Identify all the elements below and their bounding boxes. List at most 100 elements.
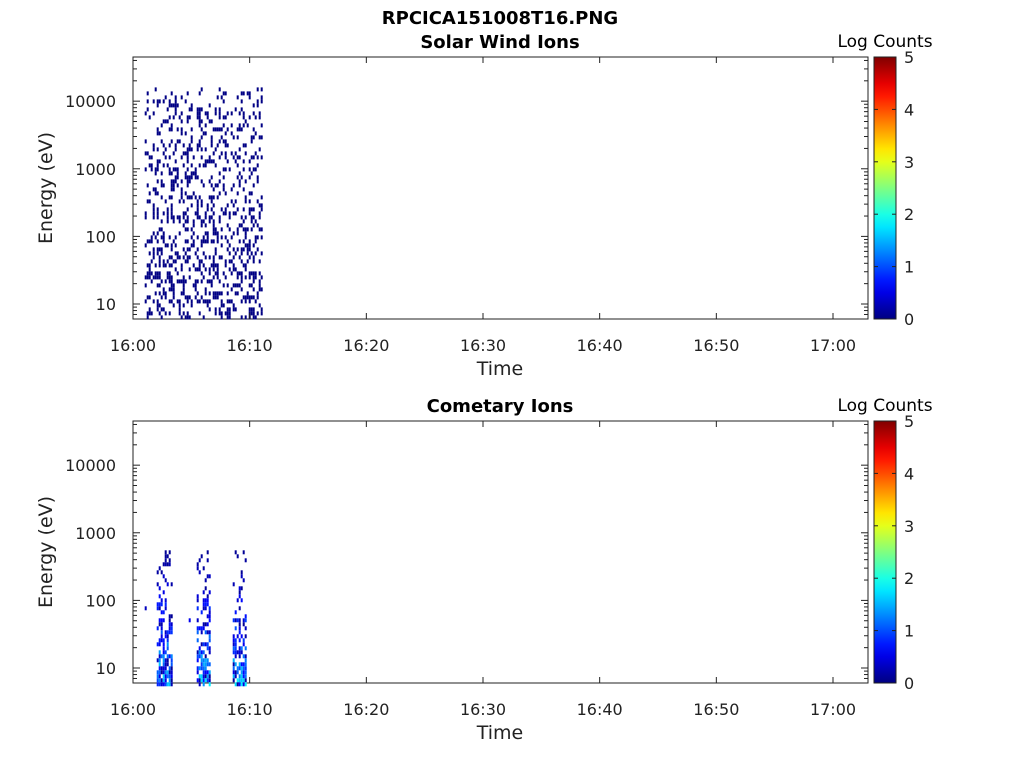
solar-wind-heatmap-cell [208, 255, 211, 260]
cometary-heatmap-cell [204, 670, 207, 675]
cometary-heatmap-cell [204, 586, 207, 591]
solar-wind-heatmap-cell [148, 267, 151, 272]
solar-wind-heatmap-cell [220, 227, 223, 232]
cometary-heatmap-cell [166, 630, 169, 635]
cometary-heatmap-cell [156, 670, 159, 675]
cometary-heatmap-cell [202, 598, 205, 603]
solar-wind-xtick-label: 17:00 [810, 336, 856, 355]
cometary-heatmap-cell [238, 622, 241, 627]
solar-wind-heatmap-cell [202, 163, 205, 168]
cometary-heatmap-cell [168, 666, 171, 671]
solar-wind-heatmap-cell [258, 303, 261, 308]
solar-wind-heatmap-cell [170, 275, 173, 280]
cometary-heatmap-cell [198, 570, 201, 575]
solar-wind-heatmap-cell [192, 155, 195, 160]
solar-wind-heatmap-cell [154, 191, 157, 196]
solar-wind-heatmap-cell [238, 179, 241, 184]
solar-wind-heatmap-cell [232, 255, 235, 260]
solar-wind-heatmap-cell [156, 103, 159, 108]
solar-wind-heatmap-cell [250, 251, 253, 256]
cometary-heatmap-cell [158, 674, 161, 679]
solar-wind-heatmap-cell [146, 151, 149, 156]
solar-wind-heatmap-cell [152, 231, 155, 236]
cometary-heatmap-cell [242, 662, 245, 667]
solar-wind-heatmap-cell [180, 315, 183, 320]
cometary-heatmap-cell [232, 658, 235, 663]
cometary-heatmap-cell [198, 682, 201, 687]
solar-wind-heatmap-cell [232, 155, 235, 160]
solar-wind-heatmap-cell [242, 295, 245, 300]
solar-wind-heatmap-cell [246, 91, 249, 96]
solar-wind-heatmap-cell [240, 127, 243, 132]
solar-wind-heatmap-cell [152, 147, 155, 152]
cometary-heatmap-cell [196, 658, 199, 663]
cometary-xtick-label: 16:00 [110, 700, 156, 719]
solar-wind-heatmap-cell [244, 263, 247, 268]
solar-wind-heatmap-cell [156, 191, 159, 196]
solar-wind-heatmap-cell [260, 287, 263, 292]
solar-wind-heatmap-cell [226, 299, 229, 304]
cometary-heatmap-cell [158, 682, 161, 687]
solar-wind-heatmap-cell [236, 127, 239, 132]
solar-wind-heatmap-cell [180, 263, 183, 268]
solar-wind-heatmap-cell [260, 311, 263, 316]
solar-wind-heatmap-cell [192, 283, 195, 288]
solar-wind-heatmap-cell [250, 155, 253, 160]
solar-wind-heatmap-cell [230, 111, 233, 116]
cometary-heatmap-cell [234, 550, 237, 555]
solar-wind-heatmap-cell [188, 295, 191, 300]
solar-wind-heatmap-cell [238, 171, 241, 176]
solar-wind-heatmap-cell [238, 223, 241, 228]
cometary-heatmap-cell [244, 654, 247, 659]
cometary-heatmap-cell [244, 674, 247, 679]
solar-wind-heatmap-cell [186, 315, 189, 320]
cometary-heatmap-cell [234, 626, 237, 631]
solar-wind-heatmap-cell [158, 271, 161, 276]
cometary-heatmap-cell [244, 618, 247, 623]
cometary-heatmap-cell [168, 678, 171, 683]
cometary-heatmap-cell [244, 646, 247, 651]
solar-wind-heatmap-cell [170, 123, 173, 128]
solar-wind-heatmap-cell [168, 99, 171, 104]
cometary-heatmap-cell [160, 654, 163, 659]
solar-wind-heatmap-cell [226, 247, 229, 252]
solar-wind-heatmap-cell [242, 123, 245, 128]
cometary-heatmap-cell [170, 630, 173, 635]
solar-wind-heatmap-cell [230, 271, 233, 276]
solar-wind-heatmap-cell [152, 215, 155, 220]
cometary-heatmap-cell [206, 674, 209, 679]
cometary-heatmap-cell [208, 638, 211, 643]
cometary-plot-frame [132, 420, 869, 684]
solar-wind-heatmap-cell [212, 127, 215, 132]
solar-wind-heatmap-cell [148, 311, 151, 316]
cometary-heatmap-cell [196, 566, 199, 571]
solar-wind-heatmap-cell [248, 175, 251, 180]
solar-wind-heatmap-cell [244, 151, 247, 156]
solar-wind-heatmap-cell [220, 127, 223, 132]
cometary-heatmap-cell [160, 670, 163, 675]
solar-wind-heatmap-cell [242, 159, 245, 164]
solar-wind-heatmap-cell [208, 279, 211, 284]
cometary-heatmap-cell [240, 662, 243, 667]
solar-wind-heatmap-cell [212, 239, 215, 244]
solar-wind-heatmap-cell [150, 235, 153, 240]
solar-wind-heatmap-cell [146, 99, 149, 104]
solar-wind-heatmap-cell [190, 235, 193, 240]
solar-wind-heatmap-cell [152, 211, 155, 216]
solar-wind-heatmap-cell [188, 143, 191, 148]
solar-wind-heatmap-cell [164, 199, 167, 204]
solar-wind-heatmap-cell [188, 115, 191, 120]
solar-wind-heatmap-cell [164, 279, 167, 284]
solar-wind-heatmap-cell [256, 291, 259, 296]
solar-wind-heatmap-cell [156, 307, 159, 312]
solar-wind-heatmap-cell [214, 247, 217, 252]
solar-wind-heatmap-cell [258, 211, 261, 216]
cometary-heatmap-cell [162, 678, 165, 683]
cometary-heatmap-cell [202, 622, 205, 627]
solar-wind-heatmap-cell [184, 171, 187, 176]
solar-wind-heatmap-cell [198, 119, 201, 124]
solar-wind-heatmap-cell [200, 259, 203, 264]
solar-wind-heatmap-cell [162, 231, 165, 236]
solar-wind-heatmap-cell [250, 139, 253, 144]
solar-wind-heatmap-cell [238, 127, 241, 132]
